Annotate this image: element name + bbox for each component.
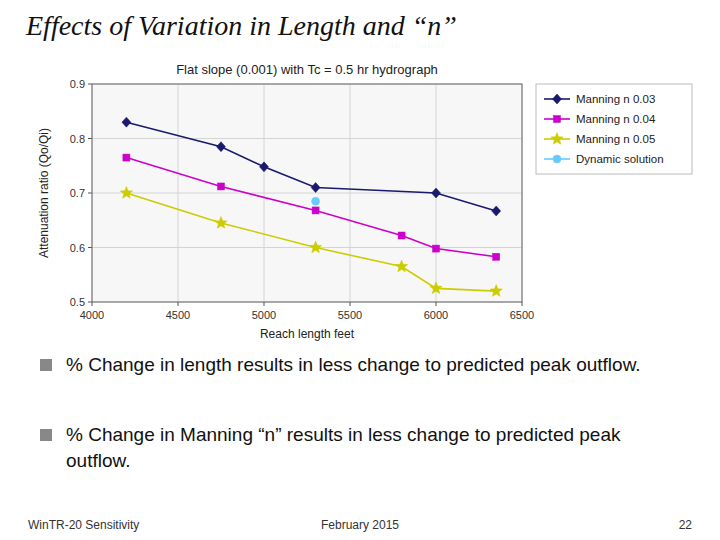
- tick-label: 4000: [80, 309, 104, 321]
- legend-label: Manning n 0.03: [576, 93, 655, 105]
- point: [312, 197, 320, 205]
- tick-label: 5000: [252, 309, 276, 321]
- point: [122, 117, 131, 127]
- bullet-square: [40, 429, 52, 441]
- point: [490, 285, 502, 297]
- point: [395, 260, 407, 272]
- line: [126, 122, 496, 211]
- point: [120, 187, 132, 199]
- tick: [436, 302, 437, 306]
- tick-label: 0.5: [70, 296, 85, 308]
- series: [122, 117, 501, 216]
- tick-label: 0.8: [70, 133, 85, 145]
- title: Effects of Variation in Length and “n”: [26, 10, 457, 42]
- point: [430, 282, 442, 294]
- point: [433, 245, 440, 252]
- axes: 4000 4500 5000 5500 6000 6500 0.5 0.6 0.7 0.8 0.9: [70, 78, 535, 321]
- footer-text: WinTR-20 Sensitivity: [28, 518, 139, 532]
- tick: [92, 302, 93, 306]
- tick: [350, 302, 351, 306]
- line: [126, 193, 496, 291]
- data: [120, 117, 502, 296]
- legend-marker: [553, 155, 561, 163]
- point: [311, 183, 320, 193]
- tick: [88, 138, 92, 139]
- x-axis-label: Reach length feet: [260, 327, 355, 341]
- bullet-text: % Change in Manning “n” results in less …: [66, 422, 680, 473]
- footer-text: 22: [679, 518, 692, 532]
- tick-label: 0.6: [70, 242, 85, 254]
- point: [218, 183, 225, 190]
- legend-marker: [554, 116, 561, 123]
- point: [312, 207, 319, 214]
- bullet: % Change in Manning “n” results in less …: [40, 422, 680, 473]
- legend-label: Manning n 0.04: [576, 113, 656, 125]
- point: [398, 232, 405, 239]
- grid-line: [92, 138, 522, 139]
- legend: Manning n 0.03 Manning n 0.04 Manning n 0.…: [536, 84, 692, 174]
- legend-marker: [551, 133, 563, 145]
- legend-marker: [553, 94, 562, 104]
- bullet: % Change in length results in less chang…: [40, 352, 680, 378]
- legend-box: [536, 84, 692, 174]
- tick-label: 0.9: [70, 78, 85, 90]
- footer-text: February 2015: [0, 518, 720, 532]
- y-axis-label: Attenuation ratio (Qo/Qi): [37, 128, 51, 258]
- point: [309, 241, 321, 253]
- point: [215, 216, 227, 228]
- series: [312, 197, 320, 205]
- tick-label: 6500: [510, 309, 534, 321]
- grid: [92, 84, 522, 302]
- series: [120, 187, 502, 297]
- series: [123, 154, 500, 260]
- legend-label: Manning n 0.05: [576, 133, 655, 145]
- point: [432, 188, 441, 198]
- line: [126, 158, 496, 257]
- grid-line: [92, 247, 522, 248]
- tick-label: 5500: [338, 309, 362, 321]
- tick-label: 0.7: [70, 187, 85, 199]
- plot-frame: [92, 84, 522, 302]
- tick: [88, 247, 92, 248]
- plot-area: [92, 84, 522, 302]
- legend-label: Dynamic solution: [576, 153, 664, 165]
- grid-line: [92, 193, 522, 194]
- point: [123, 154, 130, 161]
- tick: [88, 84, 92, 85]
- bullet-square: [40, 359, 52, 371]
- tick-label: 4500: [166, 309, 190, 321]
- point: [260, 162, 269, 172]
- point: [217, 142, 226, 152]
- tick: [178, 302, 179, 306]
- bullet-text: % Change in length results in less chang…: [66, 352, 641, 378]
- point: [492, 206, 501, 216]
- slide: Effects of Variation in Length and “n” 40…: [0, 0, 720, 540]
- tick: [522, 302, 523, 306]
- tick: [88, 302, 92, 303]
- tick: [264, 302, 265, 306]
- tick-label: 6000: [424, 309, 448, 321]
- chart-title: Flat slope (0.001) with Tc = 0.5 hr hydr…: [176, 62, 438, 77]
- tick: [88, 193, 92, 194]
- point: [493, 253, 500, 260]
